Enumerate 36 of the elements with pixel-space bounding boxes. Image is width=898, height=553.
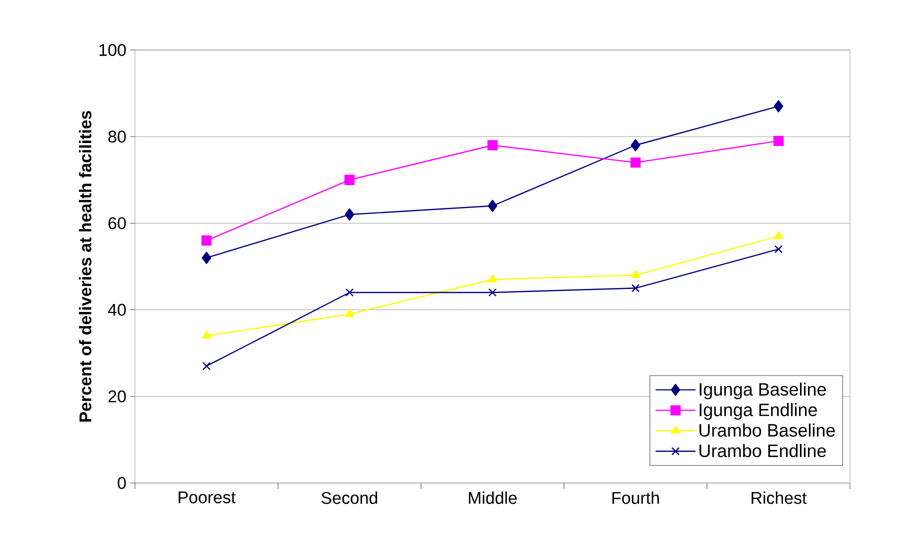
y-tick-label: 0 xyxy=(118,477,126,489)
point xyxy=(774,100,784,112)
point xyxy=(202,330,211,339)
x-tick-label: Poorest xyxy=(178,492,236,504)
point xyxy=(774,231,784,240)
point xyxy=(201,235,212,246)
point xyxy=(487,140,498,150)
point xyxy=(202,362,211,370)
point xyxy=(345,309,354,317)
y-tick-label: 60 xyxy=(108,217,126,230)
y-tick-label: 20 xyxy=(108,390,126,402)
x-tick-label: Fourth xyxy=(612,492,659,504)
y-tick-label: 80 xyxy=(108,130,126,143)
legend-label: Igunga Endline xyxy=(700,403,817,420)
x-tick-label: Richest xyxy=(752,492,807,504)
point xyxy=(773,136,784,146)
legend-label: Igunga Baseline xyxy=(700,382,826,400)
y-tick-label: 100 xyxy=(100,44,126,56)
legend-label: Urambo Endline xyxy=(700,444,826,458)
point xyxy=(631,284,640,292)
point xyxy=(630,157,641,168)
x-tick-label: Middle xyxy=(468,492,517,504)
point xyxy=(488,200,498,212)
point xyxy=(774,245,783,254)
legend-label: Urambo Baseline xyxy=(700,424,835,437)
point xyxy=(344,208,354,221)
point xyxy=(345,288,354,297)
point xyxy=(488,274,498,282)
point xyxy=(202,252,212,264)
point xyxy=(344,174,355,185)
point xyxy=(630,139,640,152)
y-axis-title: Percent of deliveries at health facilities xyxy=(78,110,92,422)
point xyxy=(631,270,640,278)
y-tick-label: 40 xyxy=(108,304,126,316)
point xyxy=(488,288,497,297)
x-tick-label: Second xyxy=(322,492,378,504)
